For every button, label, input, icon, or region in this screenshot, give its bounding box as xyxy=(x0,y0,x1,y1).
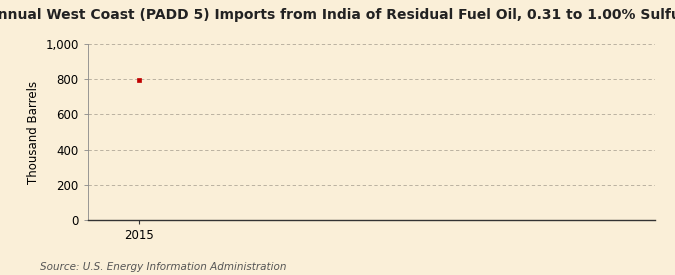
Text: Source: U.S. Energy Information Administration: Source: U.S. Energy Information Administ… xyxy=(40,262,287,272)
Y-axis label: Thousand Barrels: Thousand Barrels xyxy=(27,80,40,184)
Text: Annual West Coast (PADD 5) Imports from India of Residual Fuel Oil, 0.31 to 1.00: Annual West Coast (PADD 5) Imports from … xyxy=(0,8,675,22)
